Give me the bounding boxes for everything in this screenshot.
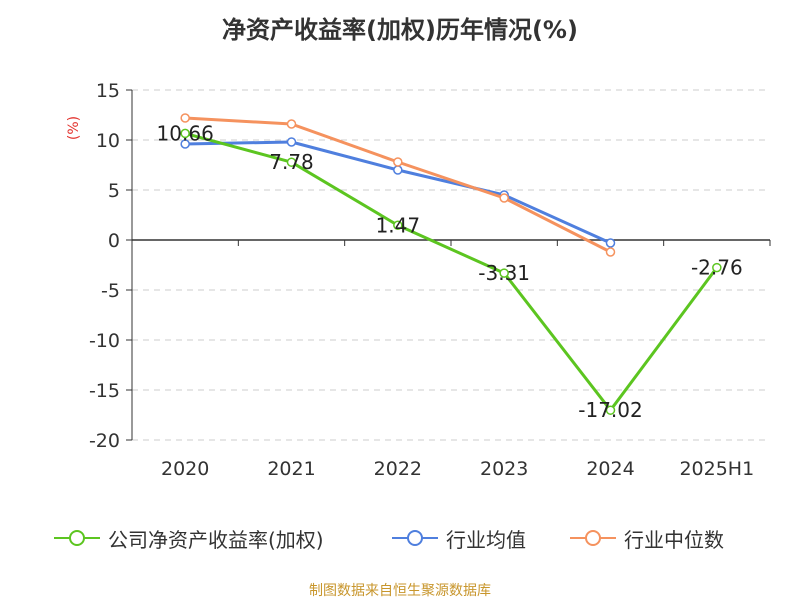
data-label: -3.31 — [478, 261, 530, 285]
axis-layer: 15 10 5 0 -5 -10 -15 -20 2020 2021 2022 2023 2024 202… — [89, 80, 771, 480]
y-tick-label: -10 — [89, 330, 120, 352]
legend-item-industry-median[interactable]: 行业中位数 — [568, 522, 724, 554]
x-tick-label: 2022 — [374, 458, 422, 480]
series-point-1 — [393, 165, 403, 175]
legend-label-industry-avg: 行业均值 — [446, 527, 526, 552]
chart-title: 净资产收益率(加权)历年情况(%) — [222, 16, 578, 44]
x-tick-label: 2025H1 — [679, 458, 754, 480]
y-tick-label: 15 — [96, 80, 120, 102]
legend-item-company[interactable]: 公司净资产收益率(加权) — [52, 522, 324, 554]
x-tick-label: 2020 — [161, 458, 209, 480]
data-label: 7.78 — [269, 150, 314, 174]
series-point-2 — [180, 113, 190, 123]
legend-label-industry-median: 行业中位数 — [624, 527, 724, 552]
data-label: -17.02 — [578, 398, 642, 422]
legend-label-company: 公司净资产收益率(加权) — [108, 527, 324, 552]
legend-industry-median-marker-icon — [570, 530, 616, 546]
y-tick-label: 0 — [108, 230, 120, 252]
series-layer — [180, 113, 722, 415]
series-point-0 — [712, 262, 722, 273]
series-point-1 — [286, 137, 297, 147]
legend-industry-avg-marker-icon — [392, 530, 438, 546]
series-line-0 — [184, 131, 719, 412]
series-point-1 — [605, 238, 616, 248]
series-point-2 — [393, 157, 403, 167]
line-chart: 15 10 5 0 -5 -10 -15 -20 2020 2021 2022 2023 2024 202… — [66, 80, 771, 480]
series-point-0 — [180, 128, 190, 139]
x-tick-label: 2021 — [267, 458, 315, 480]
y-tick-label: -15 — [89, 380, 120, 402]
y-tick-label: 10 — [96, 130, 120, 152]
x-tick-label: 2024 — [586, 458, 634, 480]
y-tick-label: -5 — [101, 280, 120, 302]
series-point-0 — [286, 157, 297, 167]
legend-item-industry-avg[interactable]: 行业均值 — [390, 522, 526, 554]
data-label: -2.76 — [691, 256, 743, 280]
source-note: 制图数据来自恒生聚源数据库 — [309, 583, 491, 599]
data-label: 10.66 — [157, 121, 214, 145]
x-tick-label: 2023 — [480, 458, 528, 480]
series-point-0 — [393, 220, 403, 231]
data-label: 1.47 — [376, 213, 421, 237]
series-point-0 — [605, 405, 616, 415]
legend: 公司净资产收益率(加权) 行业均值 行业中位数 — [0, 522, 800, 554]
series-point-0 — [499, 268, 509, 278]
series-point-1 — [180, 139, 190, 149]
series-point-2 — [286, 119, 297, 129]
y-axis-label: (%) — [66, 116, 82, 140]
y-tick-label: 5 — [108, 180, 120, 202]
series-point-2 — [499, 193, 509, 203]
data-label-layer: 10.66 7.78 1.47 -3.31 -17.02 -2.76 — [157, 121, 743, 422]
y-tick-label: -20 — [89, 430, 120, 452]
series-point-2 — [605, 247, 616, 257]
legend-company-marker-icon — [54, 530, 100, 546]
